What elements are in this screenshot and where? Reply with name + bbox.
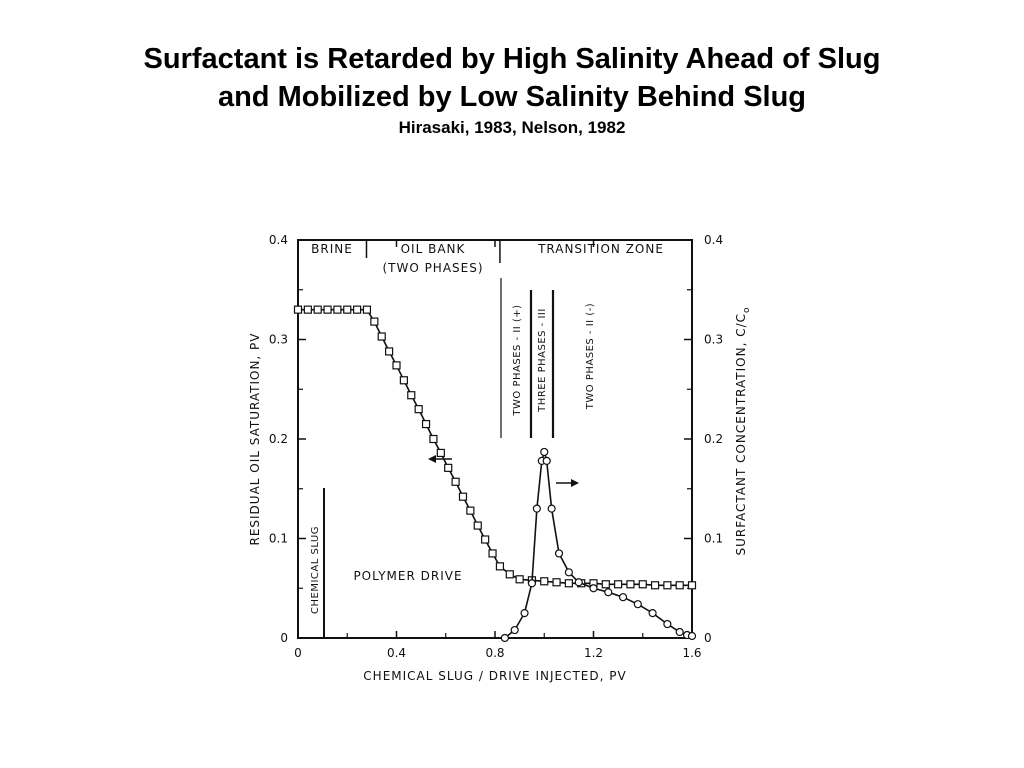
data-point-circle bbox=[589, 584, 598, 593]
title-line-1: Surfactant is Retarded by High Salinity … bbox=[143, 43, 881, 75]
data-point-square bbox=[399, 376, 408, 385]
y-left-tick-label: 0.3 bbox=[269, 333, 288, 347]
zone-label-oil-bank-sub: (TWO PHASES) bbox=[382, 261, 483, 275]
data-point-square bbox=[313, 305, 322, 314]
data-point-square bbox=[407, 391, 416, 400]
data-point-square bbox=[377, 332, 386, 341]
data-point-square bbox=[343, 305, 352, 314]
y-left-tick-label: 0.1 bbox=[269, 532, 288, 546]
data-point-square bbox=[362, 305, 372, 314]
zone-label-chemical-slug: CHEMICAL SLUG bbox=[310, 526, 321, 614]
data-point-square bbox=[505, 570, 514, 579]
data-point-square bbox=[303, 305, 312, 314]
y-right-axis-label: SURFACTANT CONCENTRATION, C/Co bbox=[734, 306, 752, 555]
data-point-circle bbox=[633, 600, 642, 609]
data-point-square bbox=[626, 580, 635, 589]
data-point-square bbox=[663, 581, 672, 590]
data-point-circle bbox=[663, 619, 672, 629]
data-point-circle bbox=[687, 631, 697, 641]
data-point-square bbox=[687, 581, 697, 590]
data-point-circle bbox=[604, 588, 613, 597]
data-point-square bbox=[458, 492, 468, 501]
data-point-square bbox=[495, 562, 505, 571]
data-point-square bbox=[414, 405, 423, 414]
data-point-circle bbox=[554, 549, 564, 558]
data-point-square bbox=[638, 580, 647, 589]
zone-label-transition: TRANSITION ZONE bbox=[537, 242, 664, 256]
data-point-circle bbox=[675, 627, 684, 637]
arrow-right-head bbox=[571, 479, 579, 487]
data-point-circle bbox=[618, 593, 628, 602]
data-point-square bbox=[675, 581, 684, 590]
slide-title: Surfactant is Retarded by High Salinity … bbox=[0, 40, 1024, 140]
data-point-square bbox=[436, 448, 445, 458]
data-point-circle bbox=[520, 609, 529, 618]
y-right-tick-label: 0 bbox=[704, 631, 712, 645]
x-tick-label: 1.6 bbox=[682, 646, 701, 660]
data-point-square bbox=[353, 305, 362, 314]
data-point-square bbox=[444, 463, 453, 472]
data-point-circle bbox=[564, 568, 573, 577]
zone-label-two-phases-plus: TWO PHASES - II (+) bbox=[512, 304, 523, 416]
zone-label-brine: BRINE bbox=[311, 242, 353, 256]
data-point-circle bbox=[540, 447, 549, 457]
series-line-2 bbox=[504, 448, 693, 639]
data-point-square bbox=[540, 577, 549, 586]
x-axis-label: CHEMICAL SLUG / DRIVE INJECTED, PV bbox=[363, 669, 626, 683]
zone-label-three-phases: THREE PHASES - III bbox=[537, 308, 548, 413]
data-point-circle bbox=[532, 504, 541, 513]
zone-label-polymer-drive: POLYMER DRIVE bbox=[353, 569, 462, 583]
y-right-tick-label: 0.2 bbox=[704, 432, 723, 446]
y-left-tick-label: 0 bbox=[280, 631, 288, 645]
zone-label-oil-bank: OIL BANK bbox=[401, 242, 466, 256]
data-point-square bbox=[473, 521, 482, 530]
data-point-circle bbox=[547, 504, 556, 513]
y-right-tick-label: 0.1 bbox=[704, 532, 723, 546]
y-left-tick-label: 0.2 bbox=[269, 432, 288, 446]
y-left-axis-label: RESIDUAL OIL SATURATION, PV bbox=[248, 332, 262, 545]
data-point-square bbox=[488, 549, 497, 558]
x-tick-label: 0.8 bbox=[485, 646, 504, 660]
x-tick-label: 0 bbox=[294, 646, 302, 660]
data-point-square bbox=[451, 477, 460, 486]
arrow-left-head bbox=[428, 455, 436, 463]
data-point-square bbox=[429, 434, 438, 444]
zone-label-two-phases-minus: TWO PHASES - II (-) bbox=[585, 303, 596, 410]
y-left-tick-label: 0.4 bbox=[269, 233, 288, 247]
y-right-tick-label: 0.4 bbox=[704, 233, 723, 247]
data-point-circle bbox=[542, 456, 551, 465]
data-point-square bbox=[650, 581, 660, 590]
subtitle: Hirasaki, 1983, Nelson, 1982 bbox=[398, 118, 626, 137]
data-point-square bbox=[601, 580, 610, 589]
data-point-square bbox=[481, 535, 490, 544]
data-point-square bbox=[333, 305, 342, 314]
data-point-square bbox=[552, 578, 561, 587]
data-point-square bbox=[370, 317, 379, 326]
data-point-square bbox=[466, 506, 475, 515]
data-point-square bbox=[323, 305, 332, 314]
data-point-circle bbox=[510, 625, 519, 635]
title-line-2: and Mobilized by Low Salinity Behind Slu… bbox=[217, 81, 807, 113]
series-line-1 bbox=[298, 308, 692, 587]
data-point-square bbox=[293, 305, 303, 314]
data-point-circle bbox=[648, 609, 657, 618]
data-point-square bbox=[515, 575, 524, 584]
x-tick-label: 0.4 bbox=[387, 646, 406, 660]
data-point-square bbox=[392, 361, 401, 370]
y-right-tick-label: 0.3 bbox=[704, 333, 723, 347]
x-tick-label: 1.2 bbox=[584, 646, 603, 660]
data-point-circle bbox=[500, 633, 509, 643]
data-point-square bbox=[385, 347, 394, 356]
data-point-square bbox=[564, 579, 573, 588]
data-point-circle bbox=[527, 579, 537, 588]
data-point-circle bbox=[574, 578, 583, 587]
data-point-square bbox=[614, 580, 623, 589]
data-point-square bbox=[421, 419, 431, 429]
